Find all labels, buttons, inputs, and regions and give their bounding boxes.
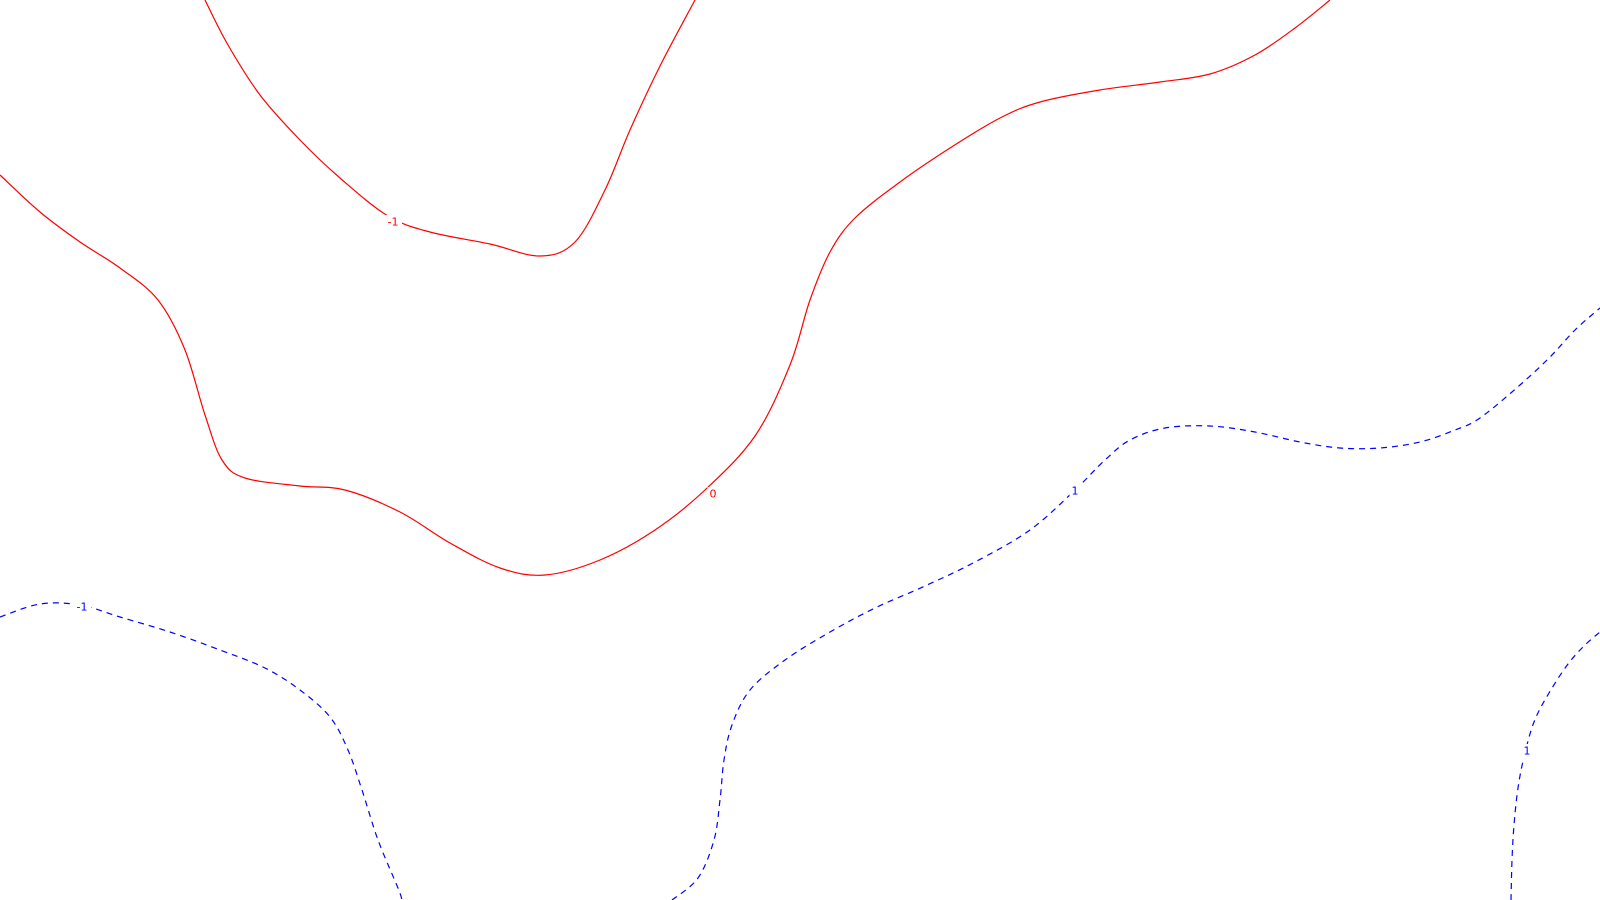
contour-line-dashed-level-1-3-0 (671, 307, 1600, 900)
contour-label-background (707, 487, 719, 501)
contour-level-label: 1 (1072, 485, 1079, 498)
contour-line-dashed-level-neg1-2-0 (0, 602, 403, 900)
contour-line-solid-level-neg1-0-0 (204, 0, 696, 257)
contour-level-label: -1 (77, 601, 88, 614)
contour-level-label: -1 (388, 216, 399, 229)
contour-label-background (1521, 744, 1533, 758)
contour-labels: -1 0 -1 1 1 (73, 215, 1533, 758)
contour-level-label: 1 (1524, 745, 1531, 758)
contour-label-background (73, 600, 91, 614)
contour-line-solid-level-0-1-0 (0, 0, 1331, 576)
contour-line-dashed-level-1-3-1 (1510, 631, 1600, 900)
contour-label-background (384, 215, 402, 229)
contour-label-background (1069, 484, 1081, 498)
contour-level-label: 0 (710, 488, 717, 501)
